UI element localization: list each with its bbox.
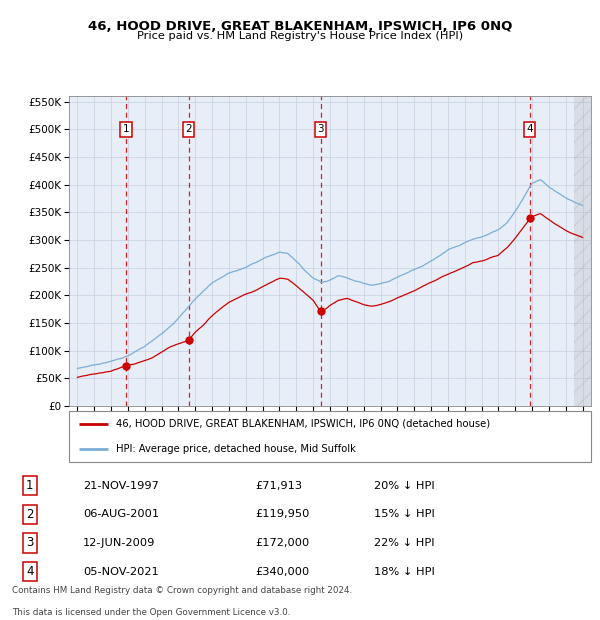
Text: 46, HOOD DRIVE, GREAT BLAKENHAM, IPSWICH, IP6 0NQ: 46, HOOD DRIVE, GREAT BLAKENHAM, IPSWICH… <box>88 20 512 33</box>
Text: £71,913: £71,913 <box>256 480 302 490</box>
Text: 18% ↓ HPI: 18% ↓ HPI <box>374 567 435 577</box>
Text: 3: 3 <box>317 125 324 135</box>
Text: 2: 2 <box>26 508 34 521</box>
Text: 05-NOV-2021: 05-NOV-2021 <box>83 567 159 577</box>
Text: Contains HM Land Registry data © Crown copyright and database right 2024.: Contains HM Land Registry data © Crown c… <box>12 587 352 595</box>
Text: 46, HOOD DRIVE, GREAT BLAKENHAM, IPSWICH, IP6 0NQ (detached house): 46, HOOD DRIVE, GREAT BLAKENHAM, IPSWICH… <box>116 418 490 429</box>
Text: £340,000: £340,000 <box>256 567 310 577</box>
Text: 12-JUN-2009: 12-JUN-2009 <box>83 538 155 548</box>
Text: 1: 1 <box>123 125 130 135</box>
Text: 06-AUG-2001: 06-AUG-2001 <box>83 509 160 520</box>
Text: 3: 3 <box>26 536 34 549</box>
Text: 22% ↓ HPI: 22% ↓ HPI <box>374 538 435 548</box>
Text: Price paid vs. HM Land Registry's House Price Index (HPI): Price paid vs. HM Land Registry's House … <box>137 31 463 41</box>
Text: HPI: Average price, detached house, Mid Suffolk: HPI: Average price, detached house, Mid … <box>116 444 356 454</box>
Text: 2: 2 <box>185 125 192 135</box>
Text: 4: 4 <box>26 565 34 578</box>
Text: 21-NOV-1997: 21-NOV-1997 <box>83 480 159 490</box>
Bar <box>574 96 591 406</box>
Text: £119,950: £119,950 <box>256 509 310 520</box>
FancyBboxPatch shape <box>69 411 591 462</box>
Text: 1: 1 <box>26 479 34 492</box>
Text: 4: 4 <box>526 125 533 135</box>
Text: This data is licensed under the Open Government Licence v3.0.: This data is licensed under the Open Gov… <box>12 608 290 617</box>
Text: £172,000: £172,000 <box>256 538 310 548</box>
Text: 15% ↓ HPI: 15% ↓ HPI <box>374 509 435 520</box>
Text: 20% ↓ HPI: 20% ↓ HPI <box>374 480 435 490</box>
